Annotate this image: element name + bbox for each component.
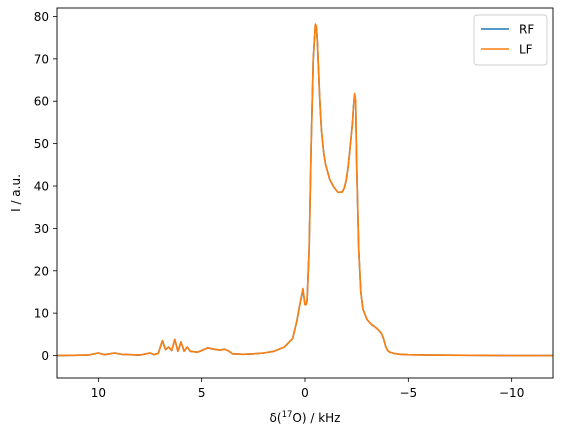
x-tick-label: 5: [198, 386, 206, 400]
y-axis-label: I / a.u.: [9, 174, 23, 212]
y-tick-label: 70: [34, 52, 49, 66]
legend-label-rf: RF: [519, 23, 534, 37]
x-axis-label-superscript: 17: [282, 410, 293, 420]
x-axis-label-prefix: δ(: [270, 411, 282, 425]
y-tick-label: 0: [41, 349, 49, 363]
y-tick-label: 30: [34, 222, 49, 236]
x-axis-label: δ(17O) / kHz: [270, 410, 341, 425]
x-tick-label: 0: [301, 386, 309, 400]
y-tick-label: 40: [34, 180, 49, 194]
x-tick-label: 10: [91, 386, 106, 400]
y-tick-label: 20: [34, 264, 49, 278]
y-tick-label: 60: [34, 95, 49, 109]
y-tick-label: 80: [34, 10, 49, 24]
y-tick-label: 10: [34, 307, 49, 321]
x-axis: 10 5 0 −5 −10: [91, 378, 524, 400]
legend-box: [473, 14, 548, 66]
legend-label-lf: LF: [519, 43, 533, 57]
x-axis-label-suffix: O) / kHz: [292, 411, 340, 425]
y-axis: 0 10 20 30 40 50 60 70 80: [34, 10, 57, 363]
x-tick-label: −10: [499, 386, 524, 400]
series-layer: [56, 23, 553, 357]
x-tick-label: −5: [399, 386, 417, 400]
series-line-lf: [56, 23, 553, 357]
legend: RF LF: [473, 14, 548, 66]
y-tick-label: 50: [34, 137, 49, 151]
